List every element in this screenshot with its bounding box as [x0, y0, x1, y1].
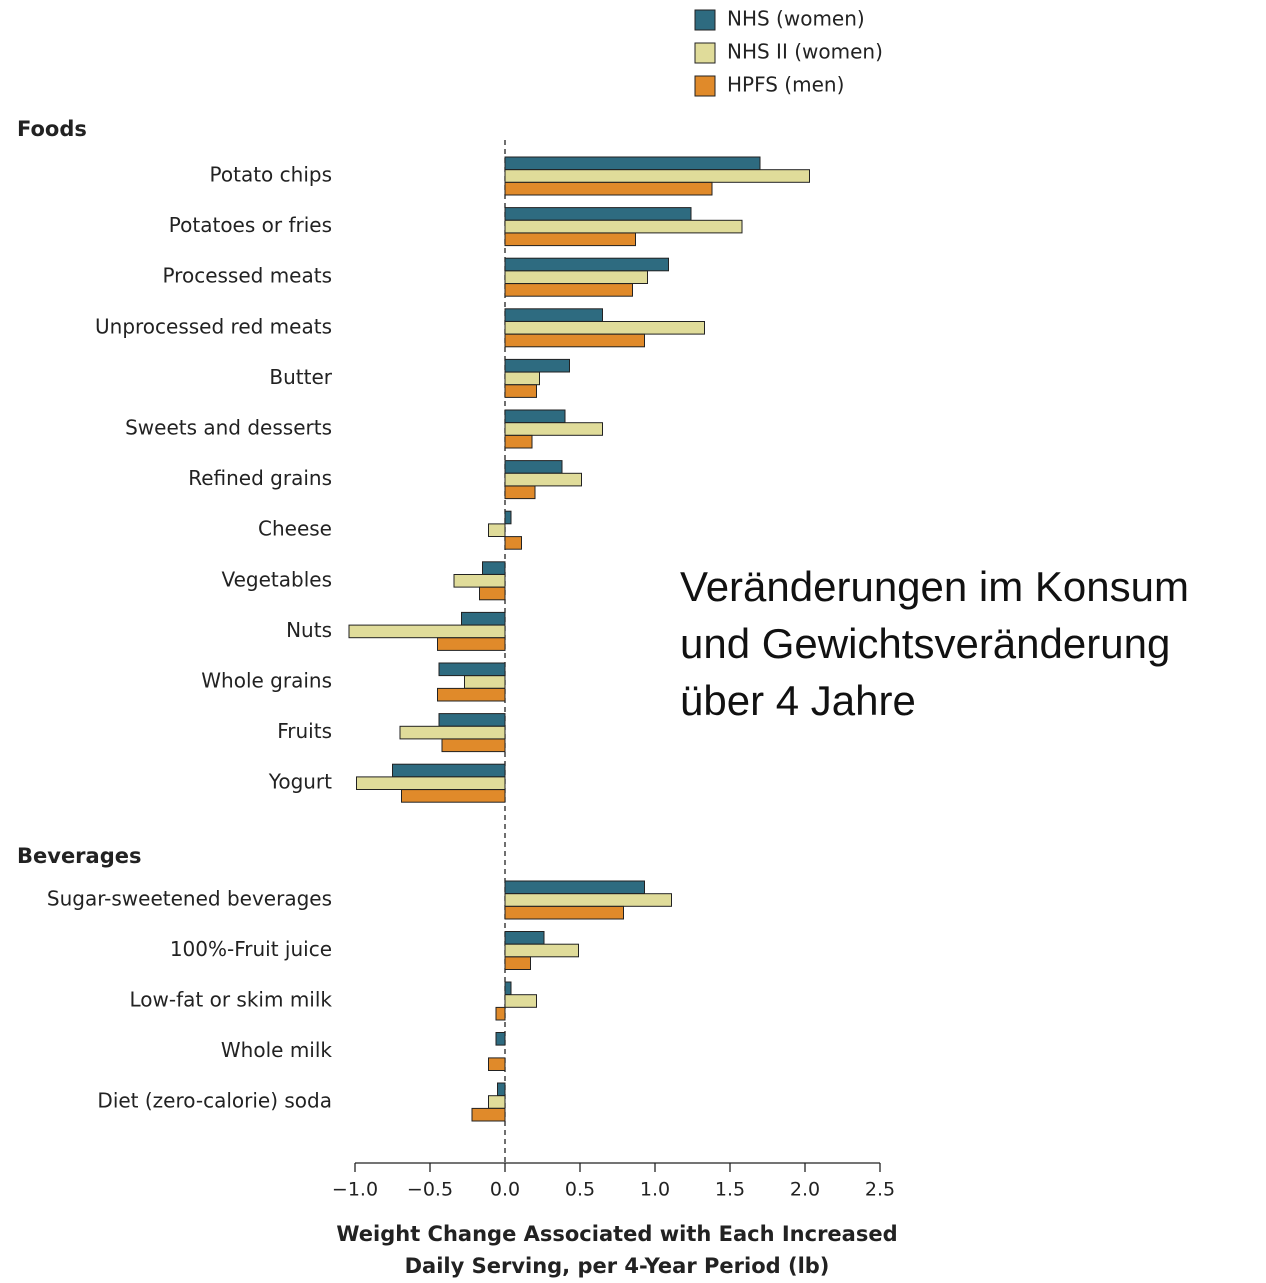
bar — [504, 308, 603, 322]
legend-label: NHS (women) — [727, 7, 865, 31]
legend-swatch — [694, 9, 716, 31]
group-header: Foods — [17, 117, 87, 141]
bar — [504, 956, 531, 971]
category-label: Yogurt — [268, 770, 332, 794]
group-header: Beverages — [17, 844, 141, 868]
category-label: 100%-Fruit juice — [170, 937, 332, 961]
category-label: Processed meats — [162, 264, 332, 288]
annotation: Veränderungen im Konsum und Gewichtsverä… — [680, 563, 1189, 724]
bar — [356, 776, 506, 791]
bar — [504, 333, 645, 348]
bar — [504, 880, 645, 895]
bar — [495, 1006, 506, 1021]
bar — [438, 662, 506, 677]
bar — [504, 931, 545, 945]
x-axis-label: Weight Change Associated with Each Incre… — [336, 1222, 897, 1246]
bar — [504, 994, 537, 1008]
bar — [504, 981, 512, 996]
category-label: Potatoes or fries — [169, 213, 332, 237]
x-tick-label: 2.5 — [865, 1179, 895, 1201]
bar — [471, 1107, 506, 1122]
bar — [348, 624, 506, 639]
bar — [504, 358, 570, 373]
category-label: Potato chips — [210, 163, 332, 187]
bar — [401, 789, 506, 803]
bar — [504, 321, 705, 335]
legend-label: NHS II (women) — [727, 40, 883, 64]
bar — [504, 893, 672, 907]
x-axis-label: Daily Serving, per 4-Year Period (lb) — [405, 1254, 830, 1278]
bar — [504, 169, 810, 183]
category-label: Diet (zero-calorie) soda — [97, 1089, 332, 1113]
bar — [504, 207, 692, 221]
bar — [438, 713, 506, 727]
bar — [504, 270, 648, 284]
bar — [504, 232, 636, 247]
category-label: Cheese — [258, 517, 332, 541]
bar — [504, 384, 537, 398]
bar — [464, 675, 506, 689]
x-tick-label: −0.5 — [407, 1179, 453, 1201]
category-label: Sweets and desserts — [125, 416, 332, 440]
bar — [479, 586, 506, 601]
bar — [504, 283, 633, 297]
bar — [504, 510, 512, 525]
x-tick-label: 1.0 — [640, 1179, 670, 1201]
category-label: Nuts — [286, 618, 332, 642]
bar — [504, 257, 669, 272]
category-label: Butter — [269, 365, 332, 389]
category-label: Whole milk — [221, 1038, 333, 1062]
category-label: Whole grains — [201, 669, 332, 693]
bar — [504, 472, 582, 487]
bar — [504, 156, 761, 171]
x-tick-label: 2.0 — [790, 1179, 820, 1201]
bar — [504, 536, 522, 550]
bar — [495, 1032, 506, 1046]
x-tick-label: 0.0 — [490, 1179, 520, 1201]
bar — [504, 219, 743, 234]
bar — [441, 738, 506, 753]
bar — [399, 725, 506, 740]
bar — [437, 637, 506, 651]
category-label: Sugar-sweetened beverages — [47, 887, 332, 911]
legend-swatch — [694, 75, 716, 97]
bar — [461, 611, 506, 626]
x-tick-label: −1.0 — [332, 1179, 378, 1201]
bar — [453, 574, 506, 588]
bar — [497, 1082, 506, 1097]
bar — [504, 943, 579, 958]
category-label: Refined grains — [188, 466, 332, 490]
category-label: Fruits — [277, 719, 332, 743]
bar — [504, 905, 624, 920]
bar — [437, 687, 506, 702]
category-label: Unprocessed red meats — [95, 314, 332, 338]
category-label: Vegetables — [221, 567, 332, 591]
legend-label: HPFS (men) — [727, 73, 844, 97]
bar — [392, 763, 506, 778]
category-label: Low-fat or skim milk — [130, 988, 333, 1012]
bar — [504, 422, 603, 436]
bar — [482, 561, 506, 575]
bar — [504, 434, 533, 449]
bar — [504, 371, 540, 386]
bar — [504, 460, 563, 474]
legend-swatch — [694, 42, 716, 64]
x-tick-label: 1.5 — [715, 1179, 745, 1201]
bar — [504, 181, 713, 196]
bar — [504, 485, 536, 500]
bar — [488, 1057, 506, 1072]
bar — [488, 523, 506, 538]
bar — [488, 1095, 506, 1109]
bar — [504, 409, 566, 424]
x-tick-label: 0.5 — [565, 1179, 595, 1201]
